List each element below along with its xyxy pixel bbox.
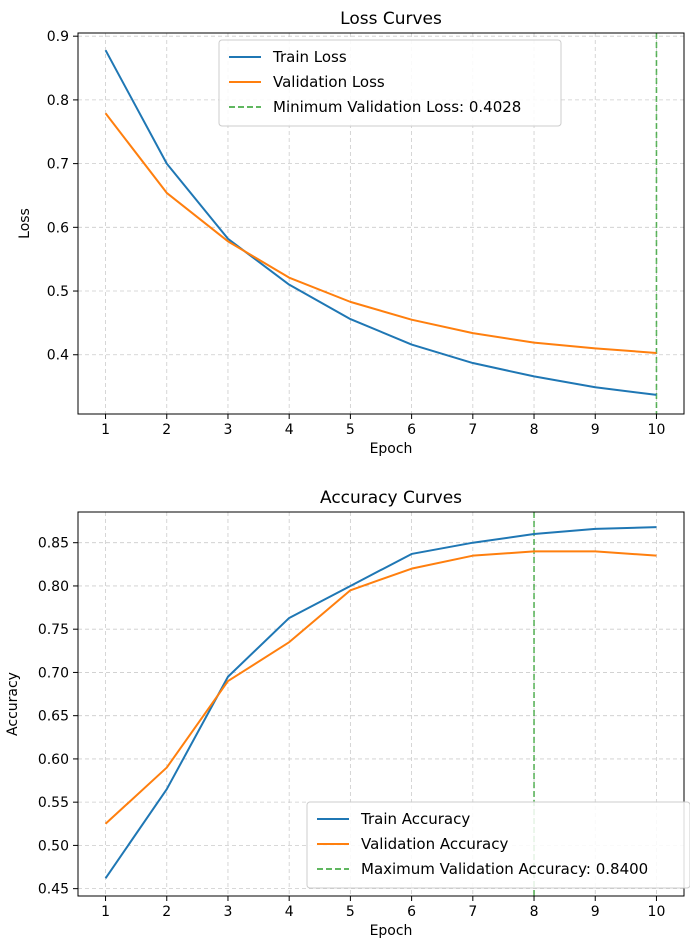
x-tick-label: 6	[407, 422, 416, 438]
y-tick-label: 0.55	[38, 795, 69, 811]
legend-box	[306, 801, 690, 889]
x-tick-label: 9	[591, 422, 600, 438]
y-axis-label: Loss	[17, 208, 33, 239]
y-tick-label: 0.45	[38, 882, 69, 898]
y-tick-label: 0.4	[47, 348, 69, 364]
axes-frame	[77, 32, 685, 415]
x-tick-label: 1	[101, 904, 110, 920]
x-tick-label: 7	[468, 422, 477, 438]
chart-panel-0: 1 2 3 4 5 6 7 8 9 10 0.4 0.5 0.6 0.7 0.8 0.9 Loss Curves…	[17, 9, 685, 457]
y-tick-label: 0.75	[38, 622, 69, 638]
axes-frame	[77, 511, 685, 897]
x-tick-label: 3	[224, 422, 233, 438]
x-axis-label: Epoch	[370, 923, 413, 939]
chart-panel-1: 1 2 3 4 5 6 7 8 9 10 0.45 0.50 0.55 0.60 0.65 0.70 0.75 0…	[5, 488, 690, 939]
x-tick-label: 4	[285, 904, 294, 920]
y-axis-label: Accuracy	[5, 672, 21, 736]
x-tick-label: 6	[407, 904, 416, 920]
y-tick-label: 0.70	[38, 665, 69, 681]
x-tick-label: 5	[346, 904, 355, 920]
chart-title: Loss Curves	[340, 9, 442, 29]
legend-label: Validation Loss	[273, 73, 385, 91]
y-tick-label: 0.7	[47, 157, 69, 173]
y-tick-label: 0.80	[38, 579, 69, 595]
x-tick-label: 2	[162, 904, 171, 920]
y-tick-label: 0.85	[38, 536, 69, 552]
series-line-1	[104, 112, 657, 354]
series-line-0	[104, 526, 657, 879]
x-tick-label: 1	[101, 422, 110, 438]
y-tick-label: 0.8	[47, 93, 69, 109]
y-tick-label: 0.50	[38, 838, 69, 854]
x-tick-label: 3	[224, 904, 233, 920]
y-tick-label: 0.65	[38, 709, 69, 725]
legend-label: Validation Accuracy	[361, 835, 508, 853]
legend-label: Minimum Validation Loss: 0.4028	[273, 98, 521, 116]
x-axis-label: Epoch	[370, 441, 413, 457]
x-tick-label: 10	[648, 422, 666, 438]
legend-label: Train Accuracy	[360, 810, 470, 828]
chart-title: Accuracy Curves	[320, 488, 462, 508]
y-tick-label: 0.60	[38, 752, 69, 768]
x-tick-label: 5	[346, 422, 355, 438]
series-line-1	[104, 550, 657, 825]
x-tick-label: 8	[530, 422, 539, 438]
x-tick-label: 10	[648, 904, 666, 920]
x-tick-label: 8	[530, 904, 539, 920]
legend: Train Loss Validation Loss Minimum Validat…	[218, 39, 562, 127]
series-line-0	[104, 49, 657, 396]
legend-box	[218, 39, 562, 127]
y-tick-label: 0.9	[47, 29, 69, 45]
y-tick-label: 0.6	[47, 220, 69, 236]
legend: Train Accuracy Validation Accuracy Maximum…	[306, 801, 690, 889]
x-tick-label: 2	[162, 422, 171, 438]
legend-label: Maximum Validation Accuracy: 0.8400	[361, 860, 648, 878]
x-tick-label: 4	[285, 422, 294, 438]
x-tick-label: 9	[591, 904, 600, 920]
legend-label: Train Loss	[272, 48, 347, 66]
x-tick-label: 7	[468, 904, 477, 920]
y-tick-label: 0.5	[47, 284, 69, 300]
